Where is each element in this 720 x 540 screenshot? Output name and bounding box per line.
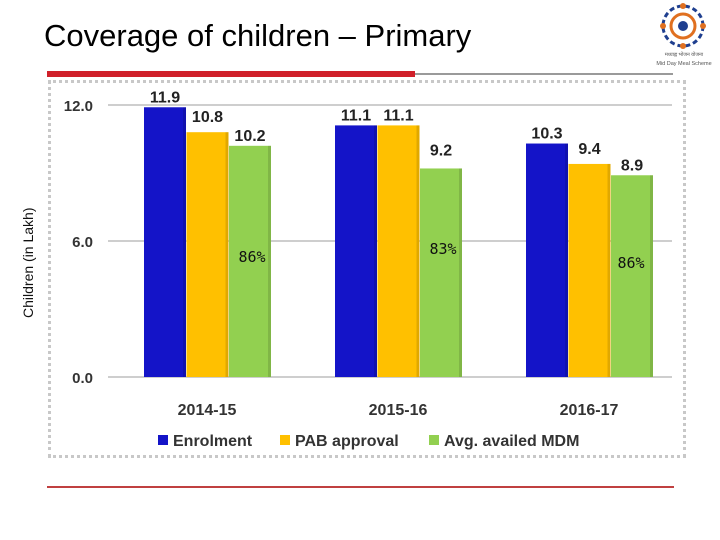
data-label: 11.9	[150, 89, 180, 106]
data-label: 8.9	[621, 157, 643, 174]
bar	[420, 168, 462, 377]
logo-emblem-icon	[660, 3, 706, 49]
data-label: 11.1	[383, 107, 413, 124]
bar	[144, 107, 186, 378]
bar-shade	[650, 175, 653, 377]
bar-shade	[225, 132, 229, 377]
legend-label: PAB approval	[295, 433, 399, 450]
bar	[611, 175, 653, 377]
percent-annotation: 86%	[617, 254, 644, 272]
bar-shade	[607, 163, 611, 377]
bar	[335, 125, 377, 378]
legend-label: Enrolment	[173, 433, 253, 450]
bar-shade	[183, 107, 186, 378]
page-title: Coverage of children – Primary	[44, 18, 472, 53]
bar-shade	[459, 168, 462, 377]
bar-shade	[416, 125, 420, 378]
bar-shade	[565, 143, 568, 377]
bar	[377, 125, 420, 378]
bar	[568, 163, 611, 377]
mid-day-meal-logo	[650, 2, 716, 74]
bar	[229, 145, 271, 377]
bar-shade	[268, 145, 271, 377]
legend-label: Avg. availed MDM	[444, 433, 579, 450]
logo-caption-hindi: मध्याह्न भोजन योजना	[664, 52, 704, 58]
logo-caption: Mid Day Meal Scheme	[656, 61, 712, 67]
title-underline-accent	[47, 71, 415, 77]
percent-annotation: 86%	[238, 248, 265, 266]
data-label: 9.2	[430, 142, 452, 159]
legend-swatch	[158, 435, 168, 445]
bar-shade	[374, 125, 377, 378]
x-tick-label: 2015-16	[369, 402, 428, 419]
x-tick-label: 2016-17	[560, 402, 619, 419]
chart-frame	[48, 80, 686, 458]
y-tick-label: 0.0	[72, 370, 93, 387]
data-label: 11.1	[341, 107, 371, 124]
title-underline	[415, 73, 673, 75]
legend-swatch	[280, 435, 290, 445]
data-label: 10.3	[531, 126, 562, 143]
bar	[526, 143, 568, 377]
percent-annotation: 83%	[429, 240, 456, 258]
data-label: 10.8	[192, 109, 223, 126]
footer-divider	[47, 486, 674, 488]
data-label: 9.4	[578, 141, 600, 158]
y-tick-label: 12.0	[64, 98, 93, 115]
legend-swatch	[429, 435, 439, 445]
x-tick-label: 2014-15	[178, 402, 237, 419]
y-tick-label: 6.0	[72, 234, 93, 251]
bar	[186, 132, 229, 377]
data-label: 10.2	[234, 128, 265, 145]
